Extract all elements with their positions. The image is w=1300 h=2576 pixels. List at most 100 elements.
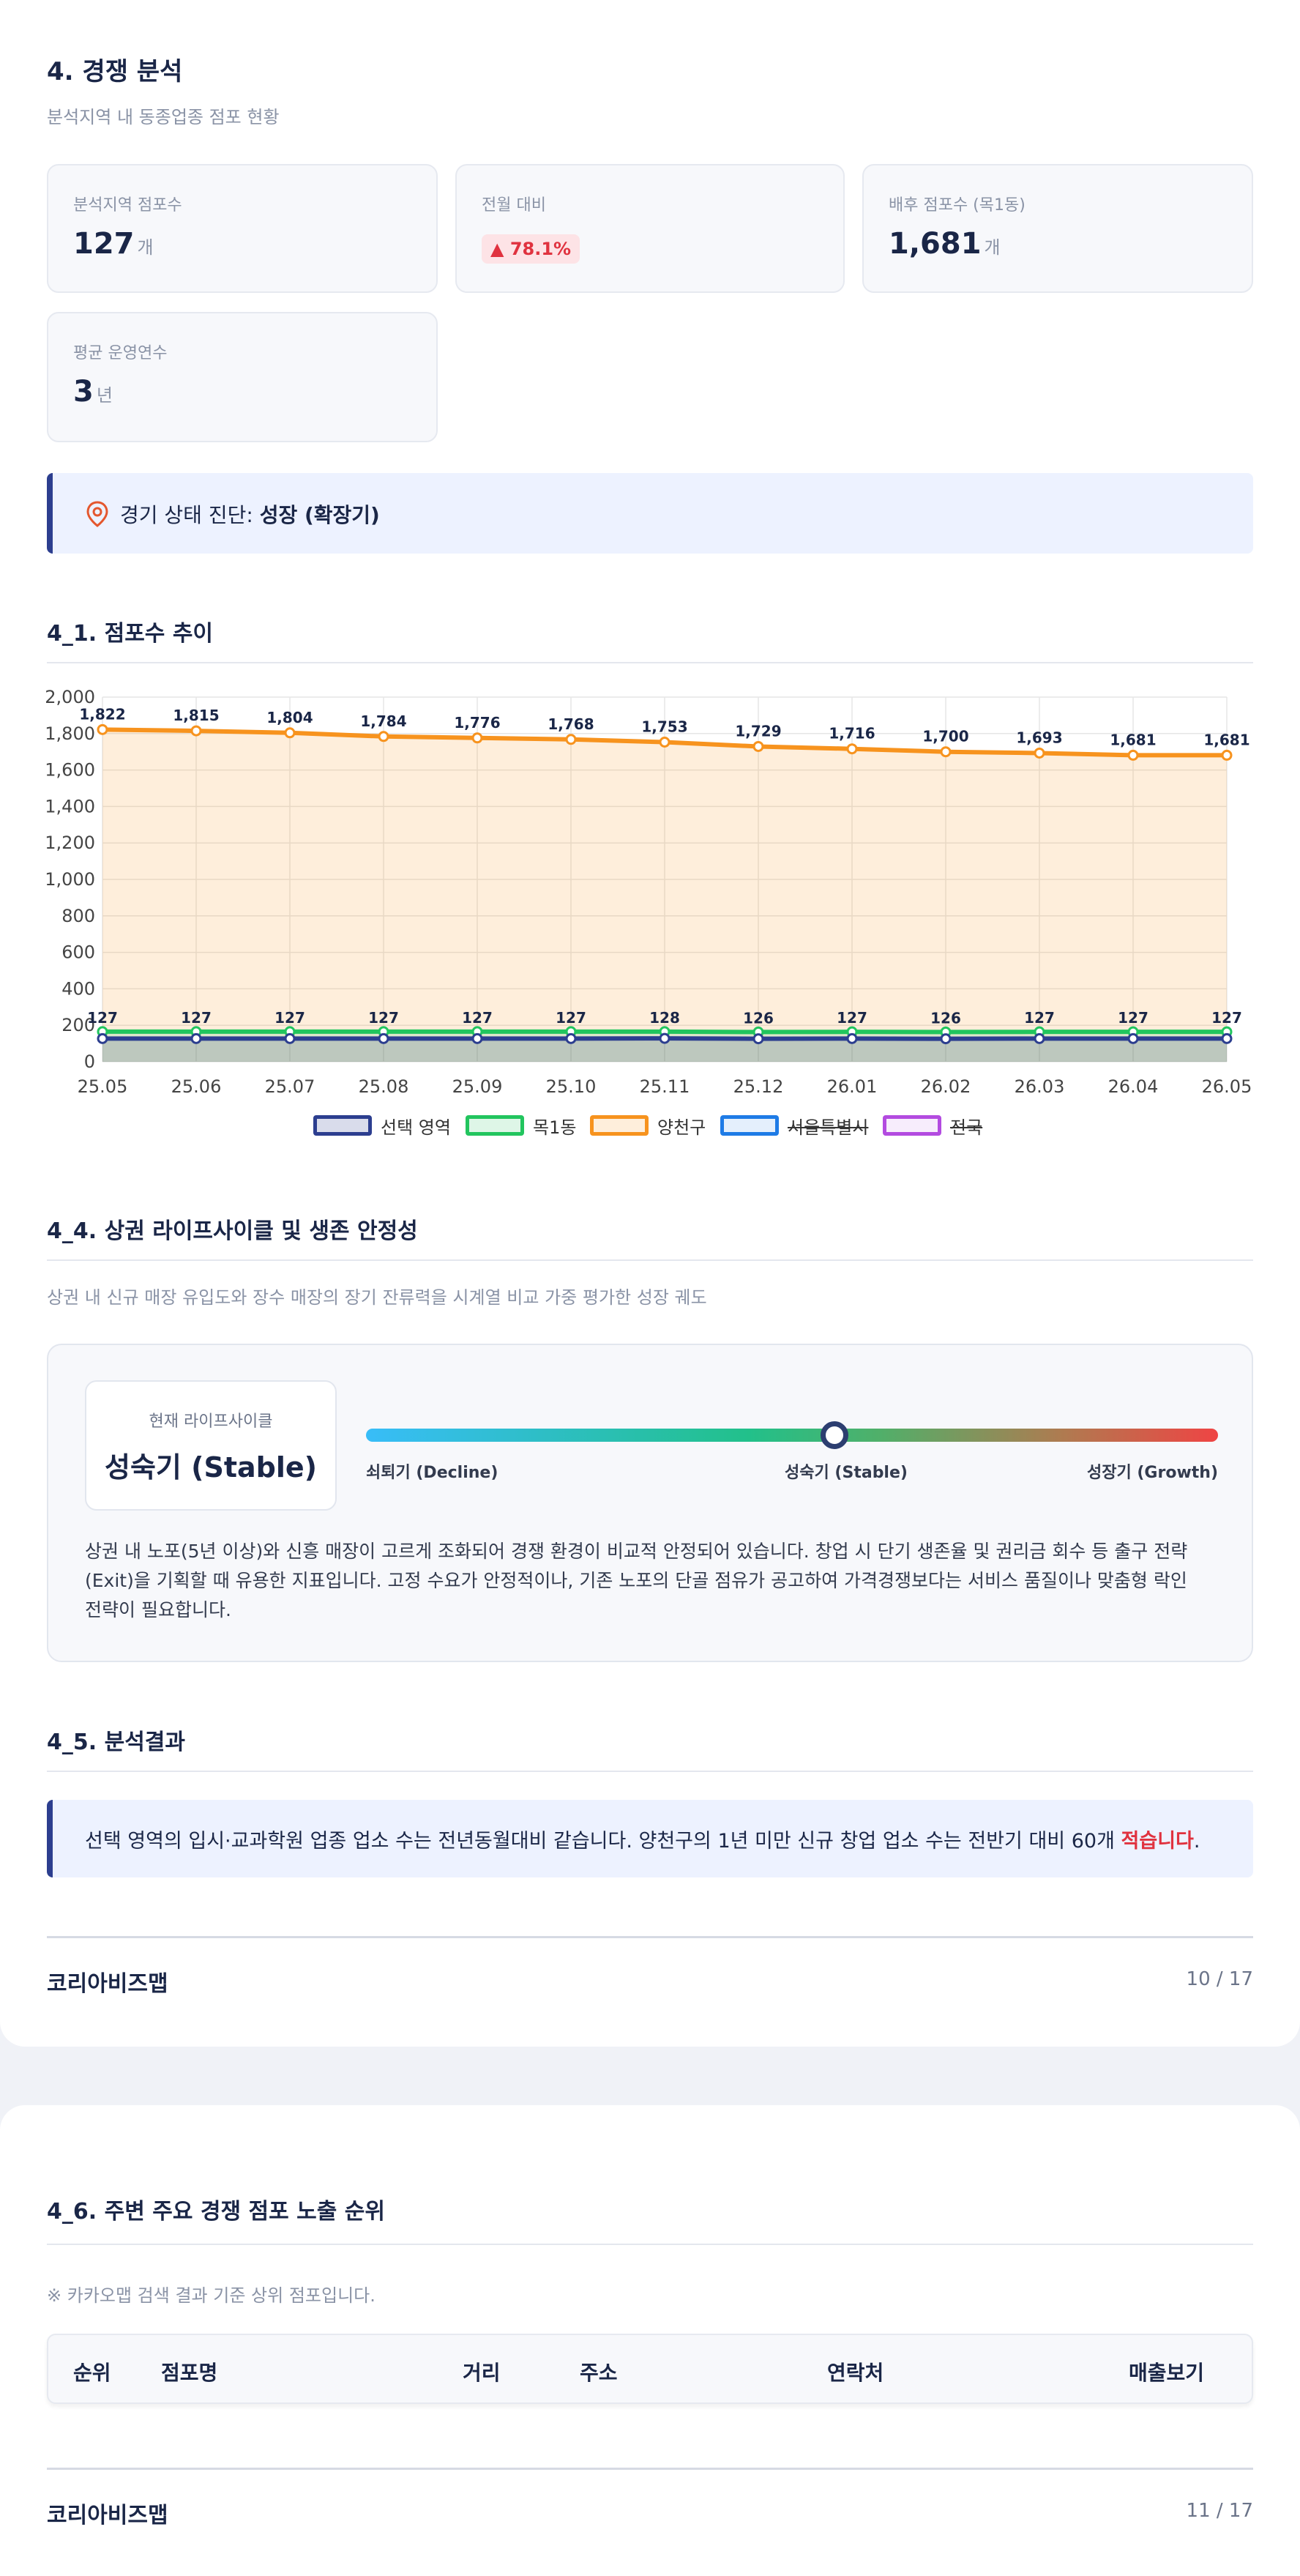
series-point-0 — [752, 1033, 764, 1045]
legend-label: 양천구 — [657, 1117, 706, 1138]
ranking-table-header: 순위 점포명 거리 주소 연락처 매출보기 — [47, 2334, 1253, 2404]
data-label-top: 1,700 — [922, 728, 968, 745]
legend-item[interactable]: 목1동 — [466, 1114, 576, 1138]
stat-value: 127 개 — [73, 227, 154, 261]
series-point-0 — [97, 1032, 108, 1044]
data-label-top: 1,729 — [735, 722, 781, 740]
y-tick-label: 1,200 — [45, 833, 95, 853]
y-tick-label: 1,000 — [45, 869, 95, 890]
legend-item[interactable]: 전국 — [883, 1114, 983, 1138]
footer-divider — [47, 1936, 1253, 1938]
result-title: 4_5. 분석결과 — [47, 1730, 185, 1755]
footer-brand: 코리아비즈맵 — [47, 1971, 168, 1997]
legend-swatch — [313, 1115, 372, 1136]
divider — [47, 662, 1253, 663]
series-point-2 — [659, 737, 670, 748]
data-label-top: 1,693 — [1016, 729, 1062, 746]
y-tick-label: 1,400 — [45, 796, 95, 816]
x-tick-label: 25.10 — [546, 1076, 597, 1097]
series-point-2 — [378, 731, 389, 742]
series-point-2 — [284, 727, 296, 739]
scale-label-stable: 성숙기 (Stable) — [785, 1464, 908, 1482]
stat-value: 1,681 개 — [889, 227, 1001, 261]
series-point-2 — [1127, 749, 1139, 761]
legend-label: 전국 — [950, 1117, 983, 1138]
x-tick-label: 25.11 — [640, 1076, 690, 1097]
data-label-bottom: 127 — [1024, 1009, 1055, 1027]
x-tick-label: 26.04 — [1108, 1076, 1159, 1097]
y-tick-label: 800 — [61, 906, 95, 926]
x-tick-label: 25.12 — [733, 1076, 784, 1097]
data-label-bottom: 127 — [274, 1009, 305, 1027]
data-label-top: 1,804 — [266, 709, 313, 726]
col-address: 주소 — [580, 2361, 618, 2385]
x-tick-label: 25.06 — [171, 1076, 222, 1097]
series-point-0 — [471, 1032, 483, 1044]
data-label-bottom: 127 — [556, 1009, 586, 1027]
series-point-2 — [1034, 747, 1045, 759]
legend-swatch — [720, 1115, 779, 1136]
footer-divider — [47, 2468, 1253, 2470]
y-tick-label: 600 — [61, 942, 95, 963]
lifecycle-card: 현재 라이프사이클 성숙기 (Stable) 쇠퇴기 (Decline) 성숙기… — [47, 1344, 1253, 1662]
data-label-top: 1,716 — [829, 725, 875, 742]
data-label-top: 1,768 — [548, 715, 594, 733]
series-point-2 — [1221, 749, 1233, 761]
divider — [47, 1259, 1253, 1261]
scale-label-growth: 성장기 (Growth) — [1086, 1464, 1218, 1482]
scale-label-decline: 쇠퇴기 (Decline) — [366, 1464, 498, 1482]
legend-swatch — [466, 1115, 524, 1136]
legend-item[interactable]: 양천구 — [590, 1114, 706, 1138]
col-rank: 순위 — [73, 2361, 111, 2385]
legend-item[interactable]: 선택 영역 — [313, 1114, 451, 1138]
series-point-2 — [190, 725, 202, 737]
stat-card-hinterland-count: 배후 점포수 (목1동) 1,681 개 — [862, 164, 1253, 293]
section-subtitle: 분석지역 내 동종업종 점포 현황 — [47, 107, 280, 127]
col-sales-view: 매출보기 — [1129, 2361, 1205, 2385]
x-tick-label: 25.05 — [78, 1076, 128, 1097]
series-point-2 — [846, 743, 858, 755]
x-tick-label: 25.09 — [452, 1076, 503, 1097]
result-callout: 선택 영역의 입시·교과학원 업종 업소 수는 전년동월대비 같습니다. 양천구… — [47, 1800, 1253, 1877]
legend-item[interactable]: 서울특별시 — [720, 1114, 868, 1138]
stat-label: 분석지역 점포수 — [73, 196, 182, 215]
footer-brand: 코리아비즈맵 — [47, 2503, 168, 2528]
col-store-name: 점포명 — [161, 2361, 218, 2385]
lifecycle-desc: 상권 내 신규 매장 유입도와 장수 매장의 장기 잔류력을 시계열 비교 가중… — [47, 1287, 707, 1308]
col-distance: 거리 — [463, 2361, 501, 2385]
x-tick-label: 25.07 — [265, 1076, 315, 1097]
y-tick-label: 1,800 — [45, 723, 95, 744]
x-tick-label: 26.05 — [1202, 1076, 1252, 1097]
data-label-bottom: 128 — [649, 1009, 680, 1027]
y-tick-label: 200 — [61, 1015, 95, 1035]
data-label-top: 1,681 — [1203, 731, 1249, 748]
trend-title: 4_1. 점포수 추이 — [47, 621, 214, 647]
current-lifecycle-value: 성숙기 (Stable) — [104, 1451, 318, 1484]
x-tick-label: 26.01 — [827, 1076, 878, 1097]
y-tick-label: 2,000 — [45, 687, 95, 707]
series-point-0 — [846, 1032, 858, 1044]
series-point-0 — [565, 1032, 577, 1044]
stat-label: 배후 점포수 (목1동) — [889, 196, 1026, 215]
series-point-0 — [378, 1032, 389, 1044]
data-label-bottom: 127 — [462, 1009, 493, 1027]
lifecycle-position-marker — [821, 1421, 849, 1449]
section-title: 4. 경쟁 분석 — [47, 57, 183, 86]
store-count-line-chart: 0 200 400 600 800 1,000 1,200 1,400 1,600 1,800 2,… — [45, 687, 1252, 1097]
series-point-0 — [940, 1033, 952, 1045]
y-tick-label: 1,600 — [45, 760, 95, 781]
y-tick-label: 400 — [61, 978, 95, 999]
report-page-10: 4. 경쟁 분석 분석지역 내 동종업종 점포 현황 분석지역 점포수 127 개… — [0, 0, 1300, 2047]
series-point-2 — [565, 734, 577, 745]
data-label-bottom: 127 — [87, 1009, 118, 1027]
ranking-note: ※ 카카오맵 검색 결과 기준 상위 점포입니다. — [47, 2285, 376, 2306]
lifecycle-gradient-bar — [366, 1429, 1218, 1442]
diagnosis-callout: 경기 상태 진단: 성장 (확장기) — [47, 473, 1253, 554]
series-point-0 — [1221, 1032, 1233, 1044]
data-label-bottom: 127 — [181, 1009, 212, 1027]
series-point-0 — [284, 1032, 296, 1044]
stat-label: 전월 대비 — [482, 196, 546, 215]
legend-label: 선택 영역 — [381, 1117, 451, 1138]
series-area-2 — [102, 729, 1227, 1062]
